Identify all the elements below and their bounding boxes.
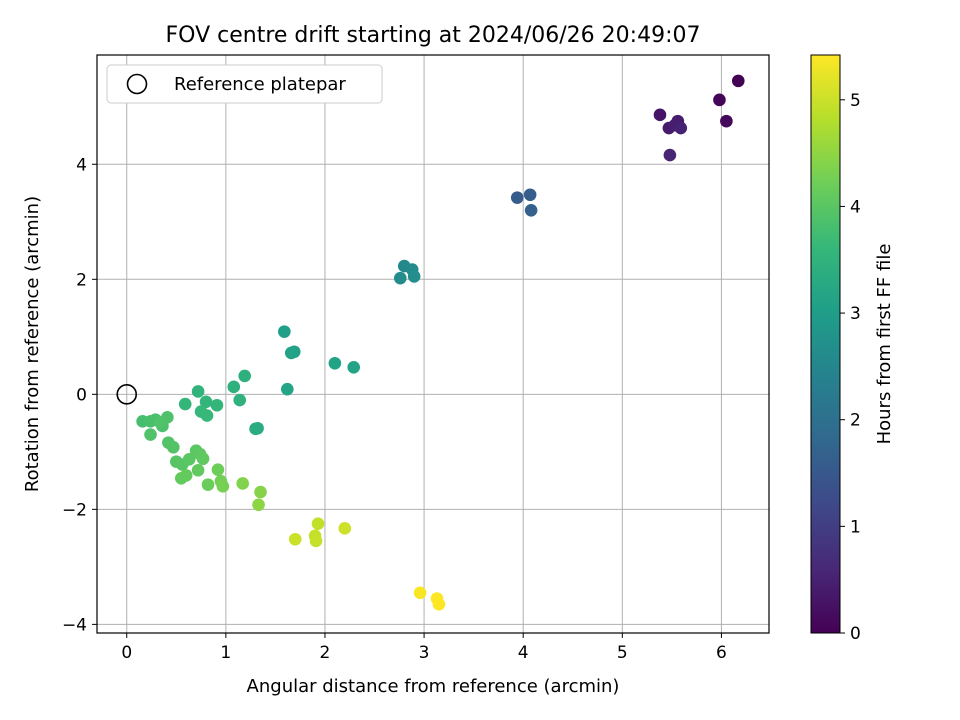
- data-point: [144, 428, 157, 441]
- data-point: [254, 485, 267, 499]
- data-point: [328, 356, 342, 370]
- reference-marker-group: [116, 384, 138, 405]
- colorbar-tick-label: 3: [850, 304, 861, 324]
- x-tick-label: 4: [518, 643, 529, 663]
- data-point: [713, 93, 726, 107]
- data-point: [731, 74, 745, 88]
- y-tick-label: −4: [62, 615, 87, 635]
- grid: [97, 55, 769, 633]
- data-point: [249, 422, 262, 436]
- data-point: [311, 517, 325, 531]
- data-point: [179, 469, 193, 482]
- colorbar-tick-label: 4: [850, 197, 861, 217]
- data-point: [278, 325, 291, 338]
- data-point: [236, 477, 249, 490]
- x-axis-ticks: 0 1 2 3 4 5 6: [121, 633, 727, 663]
- data-point: [523, 188, 537, 202]
- data-point: [284, 346, 298, 360]
- data-point: [413, 586, 427, 600]
- data-point: [407, 270, 421, 283]
- colorbar-tick-label: 0: [850, 624, 861, 644]
- data-point: [201, 478, 215, 491]
- legend-entry-label: Reference platepar: [174, 74, 346, 95]
- legend-box: [106, 64, 383, 104]
- data-point: [200, 409, 214, 422]
- data-point: [199, 395, 213, 409]
- data-point: [432, 597, 446, 611]
- data-point: [653, 108, 667, 122]
- data-point: [154, 416, 167, 429]
- y-tick-label: 0: [76, 385, 87, 405]
- chart-title: FOV centre drift starting at 2024/06/26 …: [166, 23, 701, 48]
- data-point: [210, 398, 224, 412]
- legend-marker-circle-icon: [126, 73, 148, 95]
- colorbar: 0 1 2 3 4 5 Hours from first FF file: [810, 54, 895, 644]
- plot-background: [97, 55, 769, 633]
- scatter-points: [136, 74, 745, 611]
- reference-platepar-marker: [116, 384, 138, 405]
- data-point: [288, 532, 302, 546]
- data-point: [674, 121, 688, 135]
- data-point: [252, 498, 265, 512]
- colorbar-label: Hours from first FF file: [874, 244, 895, 445]
- data-point: [309, 534, 323, 548]
- plot-area: 0 1 2 3 4 5 6 −4 −2 0 2 4: [62, 54, 770, 663]
- colorbar-gradient: [810, 54, 841, 634]
- data-point: [524, 203, 538, 217]
- data-point: [227, 380, 241, 394]
- x-tick-label: 6: [716, 643, 727, 663]
- data-point: [393, 271, 407, 285]
- data-point: [191, 463, 205, 477]
- y-tick-label: 2: [76, 270, 87, 290]
- x-tick-label: 2: [320, 643, 331, 663]
- data-point: [663, 148, 677, 162]
- colorbar-ticks: 0 1 2 3 4 5: [840, 91, 861, 644]
- data-point: [233, 393, 247, 407]
- x-tick-label: 3: [419, 643, 430, 663]
- colorbar-tick-label: 1: [850, 517, 861, 537]
- data-point: [510, 191, 524, 204]
- x-tick-label: 5: [617, 643, 628, 663]
- y-tick-label: 4: [76, 155, 87, 175]
- data-point: [196, 452, 210, 466]
- legend: Reference platepar: [106, 64, 383, 104]
- data-point: [216, 480, 230, 493]
- x-tick-label: 1: [220, 643, 231, 663]
- colorbar-tick-label: 5: [850, 91, 861, 111]
- y-axis-label: Rotation from reference (arcmin): [22, 196, 43, 492]
- x-tick-label: 0: [121, 643, 132, 663]
- y-axis-ticks: −4 −2 0 2 4: [62, 155, 97, 635]
- data-point: [167, 440, 180, 454]
- data-point: [191, 385, 205, 398]
- y-tick-label: −2: [62, 500, 87, 520]
- data-point: [338, 522, 352, 535]
- x-axis-label: Angular distance from reference (arcmin): [247, 676, 620, 697]
- data-point: [720, 114, 733, 128]
- data-point: [182, 453, 196, 466]
- data-point: [238, 369, 251, 383]
- data-point: [178, 397, 192, 411]
- data-point: [211, 463, 225, 476]
- data-point: [281, 382, 294, 396]
- data-point: [347, 360, 361, 374]
- plot-frame: [96, 54, 770, 634]
- colorbar-tick-label: 2: [850, 411, 861, 431]
